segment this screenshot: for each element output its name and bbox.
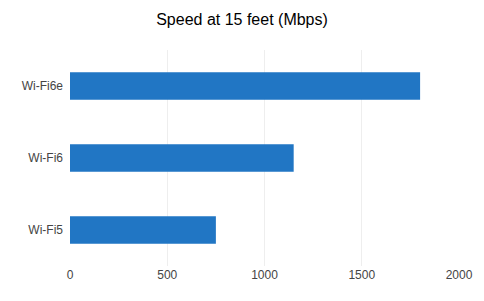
svg-text:Wi-Fi6e: Wi-Fi6e (22, 79, 64, 93)
svg-text:Wi-Fi5: Wi-Fi5 (28, 223, 63, 237)
svg-text:Wi-Fi6: Wi-Fi6 (28, 151, 63, 165)
svg-text:Speed at 15 feet (Mbps): Speed at 15 feet (Mbps) (156, 11, 328, 28)
svg-text:2000: 2000 (446, 268, 473, 282)
svg-text:1500: 1500 (348, 268, 375, 282)
svg-text:500: 500 (157, 268, 177, 282)
svg-text:0: 0 (67, 268, 74, 282)
svg-text:1000: 1000 (251, 268, 278, 282)
